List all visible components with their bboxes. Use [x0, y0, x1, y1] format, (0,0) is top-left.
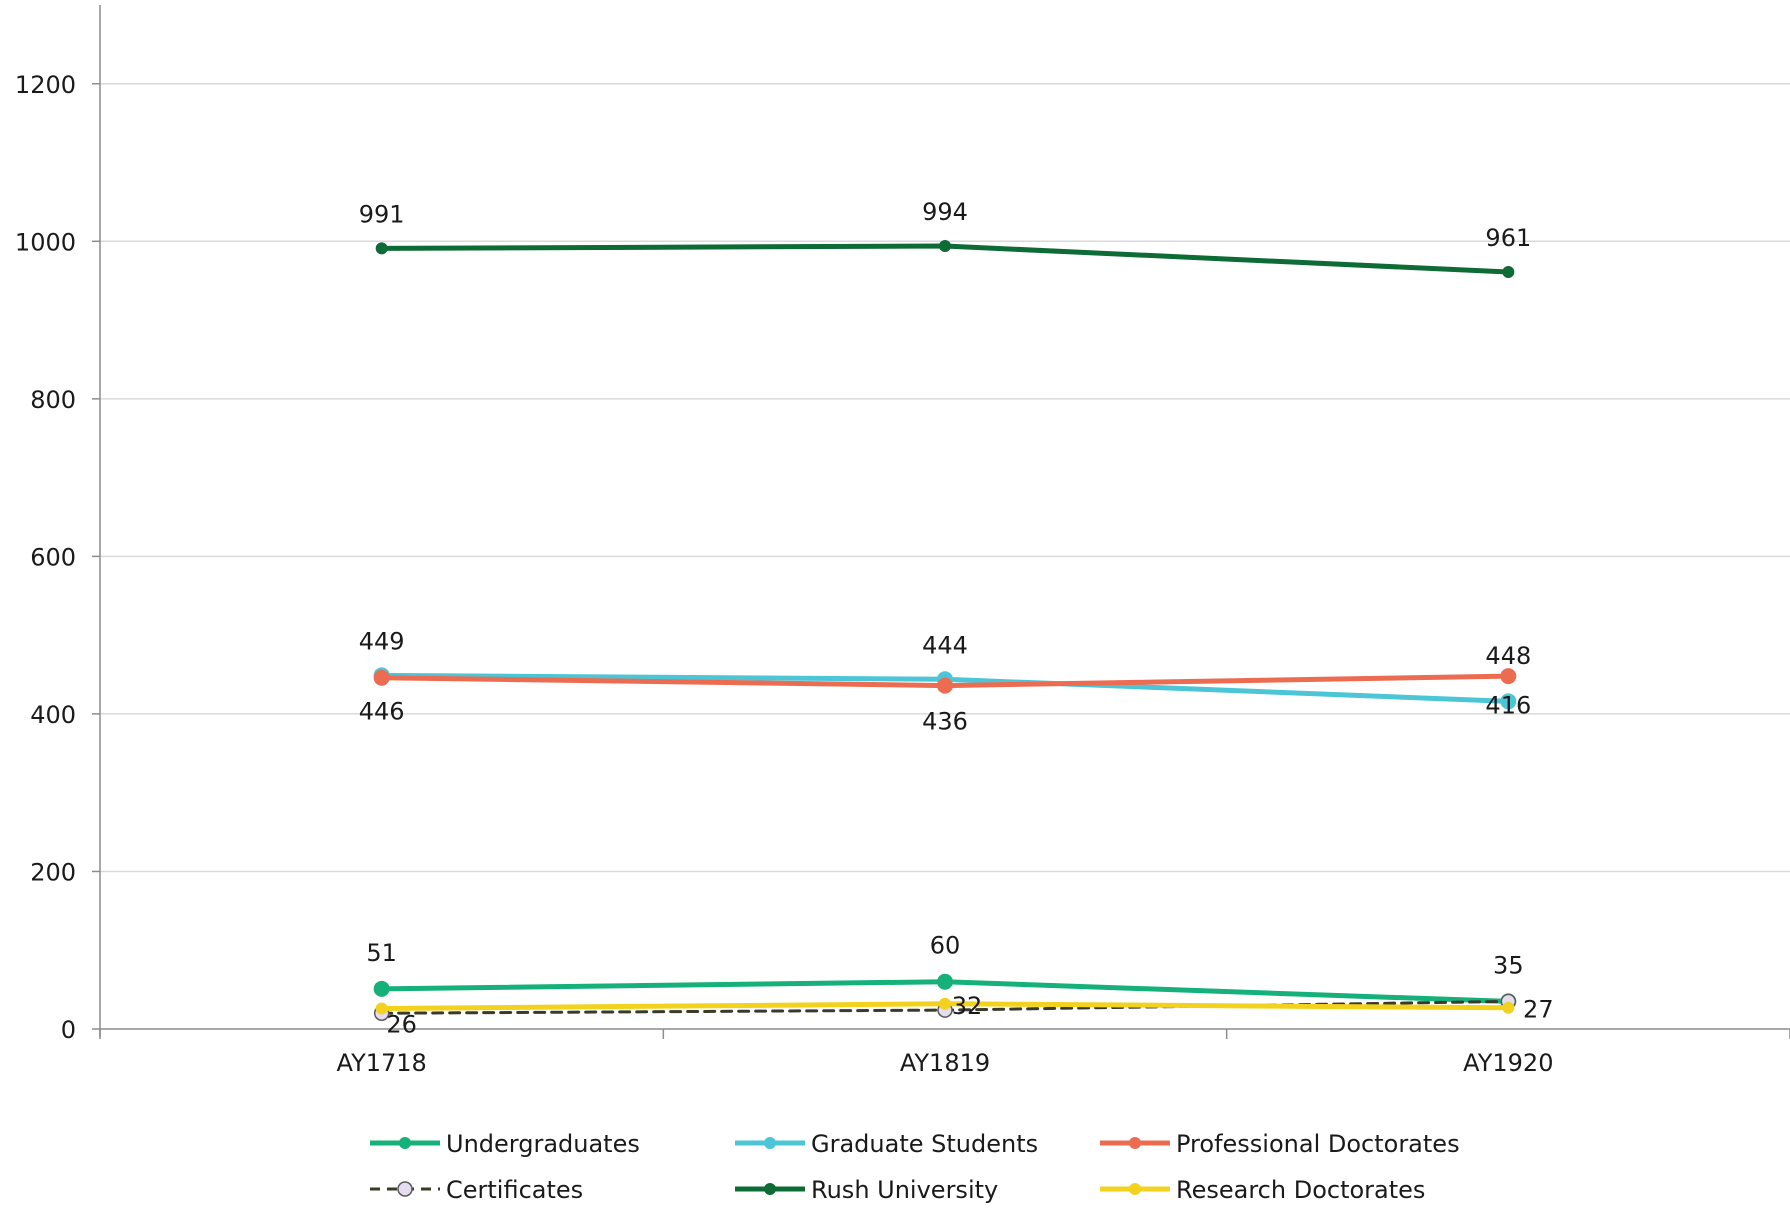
- x-tick-label: AY1819: [900, 1049, 990, 1077]
- legend-marker: [399, 1137, 411, 1149]
- data-point-marker: [373, 669, 390, 686]
- axes: 0 200 400 600 800 1000 1200 AY1718 AY1819 AY1920: [15, 5, 1790, 1077]
- y-tick-label: 200: [30, 858, 76, 886]
- data-label: 436: [922, 708, 968, 736]
- data-labels: 51 60 35 449 444 416 446 436 448 991 994 961 26 32 27: [359, 198, 1554, 1038]
- data-label: 27: [1523, 996, 1554, 1024]
- data-point-marker: [937, 973, 953, 990]
- y-tick-label: 0: [61, 1016, 76, 1044]
- data-point-marker: [1500, 668, 1517, 685]
- data-point-marker: [375, 242, 388, 255]
- data-label: 991: [359, 200, 405, 228]
- data-point-marker: [1500, 693, 1517, 710]
- y-tick-label: 400: [30, 701, 76, 729]
- legend: Undergraduates Graduate Students Professio…: [370, 1130, 1460, 1204]
- data-point-marker: [939, 240, 951, 253]
- y-tick-label: 1000: [15, 228, 76, 256]
- data-point-marker: [375, 1002, 388, 1015]
- data-label: 961: [1485, 224, 1531, 252]
- legend-label: Rush University: [811, 1176, 998, 1204]
- legend-label: Certificates: [446, 1176, 583, 1204]
- data-point-marker: [1502, 266, 1515, 279]
- data-label: 60: [930, 932, 961, 960]
- legend-marker: [397, 1181, 413, 1197]
- data-point-marker: [939, 997, 951, 1010]
- y-tick-label: 1200: [15, 71, 76, 99]
- legend-label: Professional Doctorates: [1176, 1130, 1460, 1158]
- legend-marker: [1129, 1183, 1141, 1195]
- legend-marker: [1129, 1137, 1141, 1149]
- data-point-marker: [1502, 1001, 1515, 1014]
- data-label: 444: [922, 631, 968, 659]
- data-label: 32: [952, 992, 983, 1020]
- x-tick-label: AY1920: [1463, 1049, 1553, 1077]
- data-label: 994: [922, 198, 968, 226]
- data-label: 26: [386, 1011, 417, 1039]
- data-point-marker: [937, 677, 953, 694]
- data-label: 446: [359, 698, 405, 726]
- x-tick-label: AY1718: [337, 1049, 427, 1077]
- legend-marker: [764, 1183, 776, 1195]
- series-lines: [373, 240, 1517, 1021]
- data-point-marker: [373, 980, 390, 997]
- data-label: 448: [1485, 642, 1531, 670]
- y-tick-label: 600: [30, 543, 76, 571]
- data-label: 35: [1493, 951, 1524, 979]
- legend-label: Undergraduates: [446, 1130, 640, 1158]
- legend-marker: [764, 1137, 776, 1149]
- y-tick-label: 800: [30, 386, 76, 414]
- legend-label: Research Doctorates: [1176, 1176, 1425, 1204]
- data-label: 449: [359, 627, 405, 655]
- legend-label: Graduate Students: [811, 1130, 1038, 1158]
- data-label: 416: [1485, 691, 1531, 719]
- data-label: 51: [366, 939, 397, 967]
